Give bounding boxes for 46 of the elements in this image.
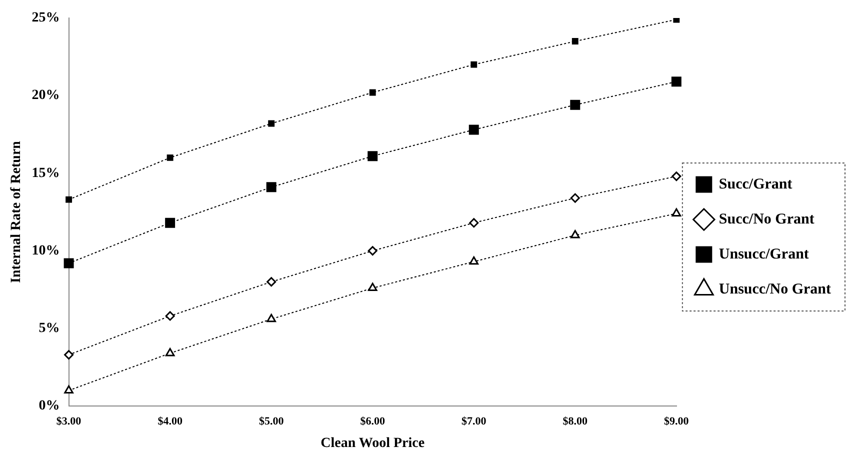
y-tick-label: 25% [32,10,60,26]
y-tick-label: 15% [32,166,60,181]
point [572,38,578,45]
x-tick-label: $5.00 [258,415,284,428]
x-axis-title: Clean Wool Price [320,436,425,452]
legend-label: Unsucc/No Grant [718,281,832,298]
point [165,348,175,356]
point [368,246,378,256]
point [673,18,680,23]
x-tick-label: $4.00 [158,415,183,428]
point [570,100,580,110]
x-tick-label: $9.00 [664,415,690,428]
x-tick-label: $3.00 [56,415,82,428]
point [166,154,174,161]
legend-label: Unsucc/Grant [718,246,809,262]
point [66,196,72,203]
y-tick-label: 0% [38,398,60,414]
legend-label: Succ/No Grant [718,211,814,228]
point [165,218,176,228]
legend-label: Succ/Grant [718,176,792,192]
point [165,311,175,321]
point [368,282,378,292]
point [64,350,74,360]
y-tick-label: 10% [32,243,60,258]
point [469,218,479,228]
y-tick-label: 5% [38,321,60,336]
point [672,172,682,182]
x-tick-label: $7.00 [462,415,487,428]
point [369,89,376,96]
point [570,193,580,203]
x-tick-label: $6.00 [360,415,386,428]
point [468,124,479,135]
point [266,277,276,287]
y-tick-label: 20% [32,88,60,104]
point [266,314,276,322]
point [268,120,275,127]
point [470,61,478,68]
point [368,151,378,162]
x-tick-label: $8.00 [562,415,588,428]
point [469,256,479,265]
point [64,258,74,268]
point [570,230,580,238]
point [671,76,682,87]
point [266,182,276,192]
y-axis-title: Internal Rate of Return [9,140,24,283]
point [672,208,682,217]
